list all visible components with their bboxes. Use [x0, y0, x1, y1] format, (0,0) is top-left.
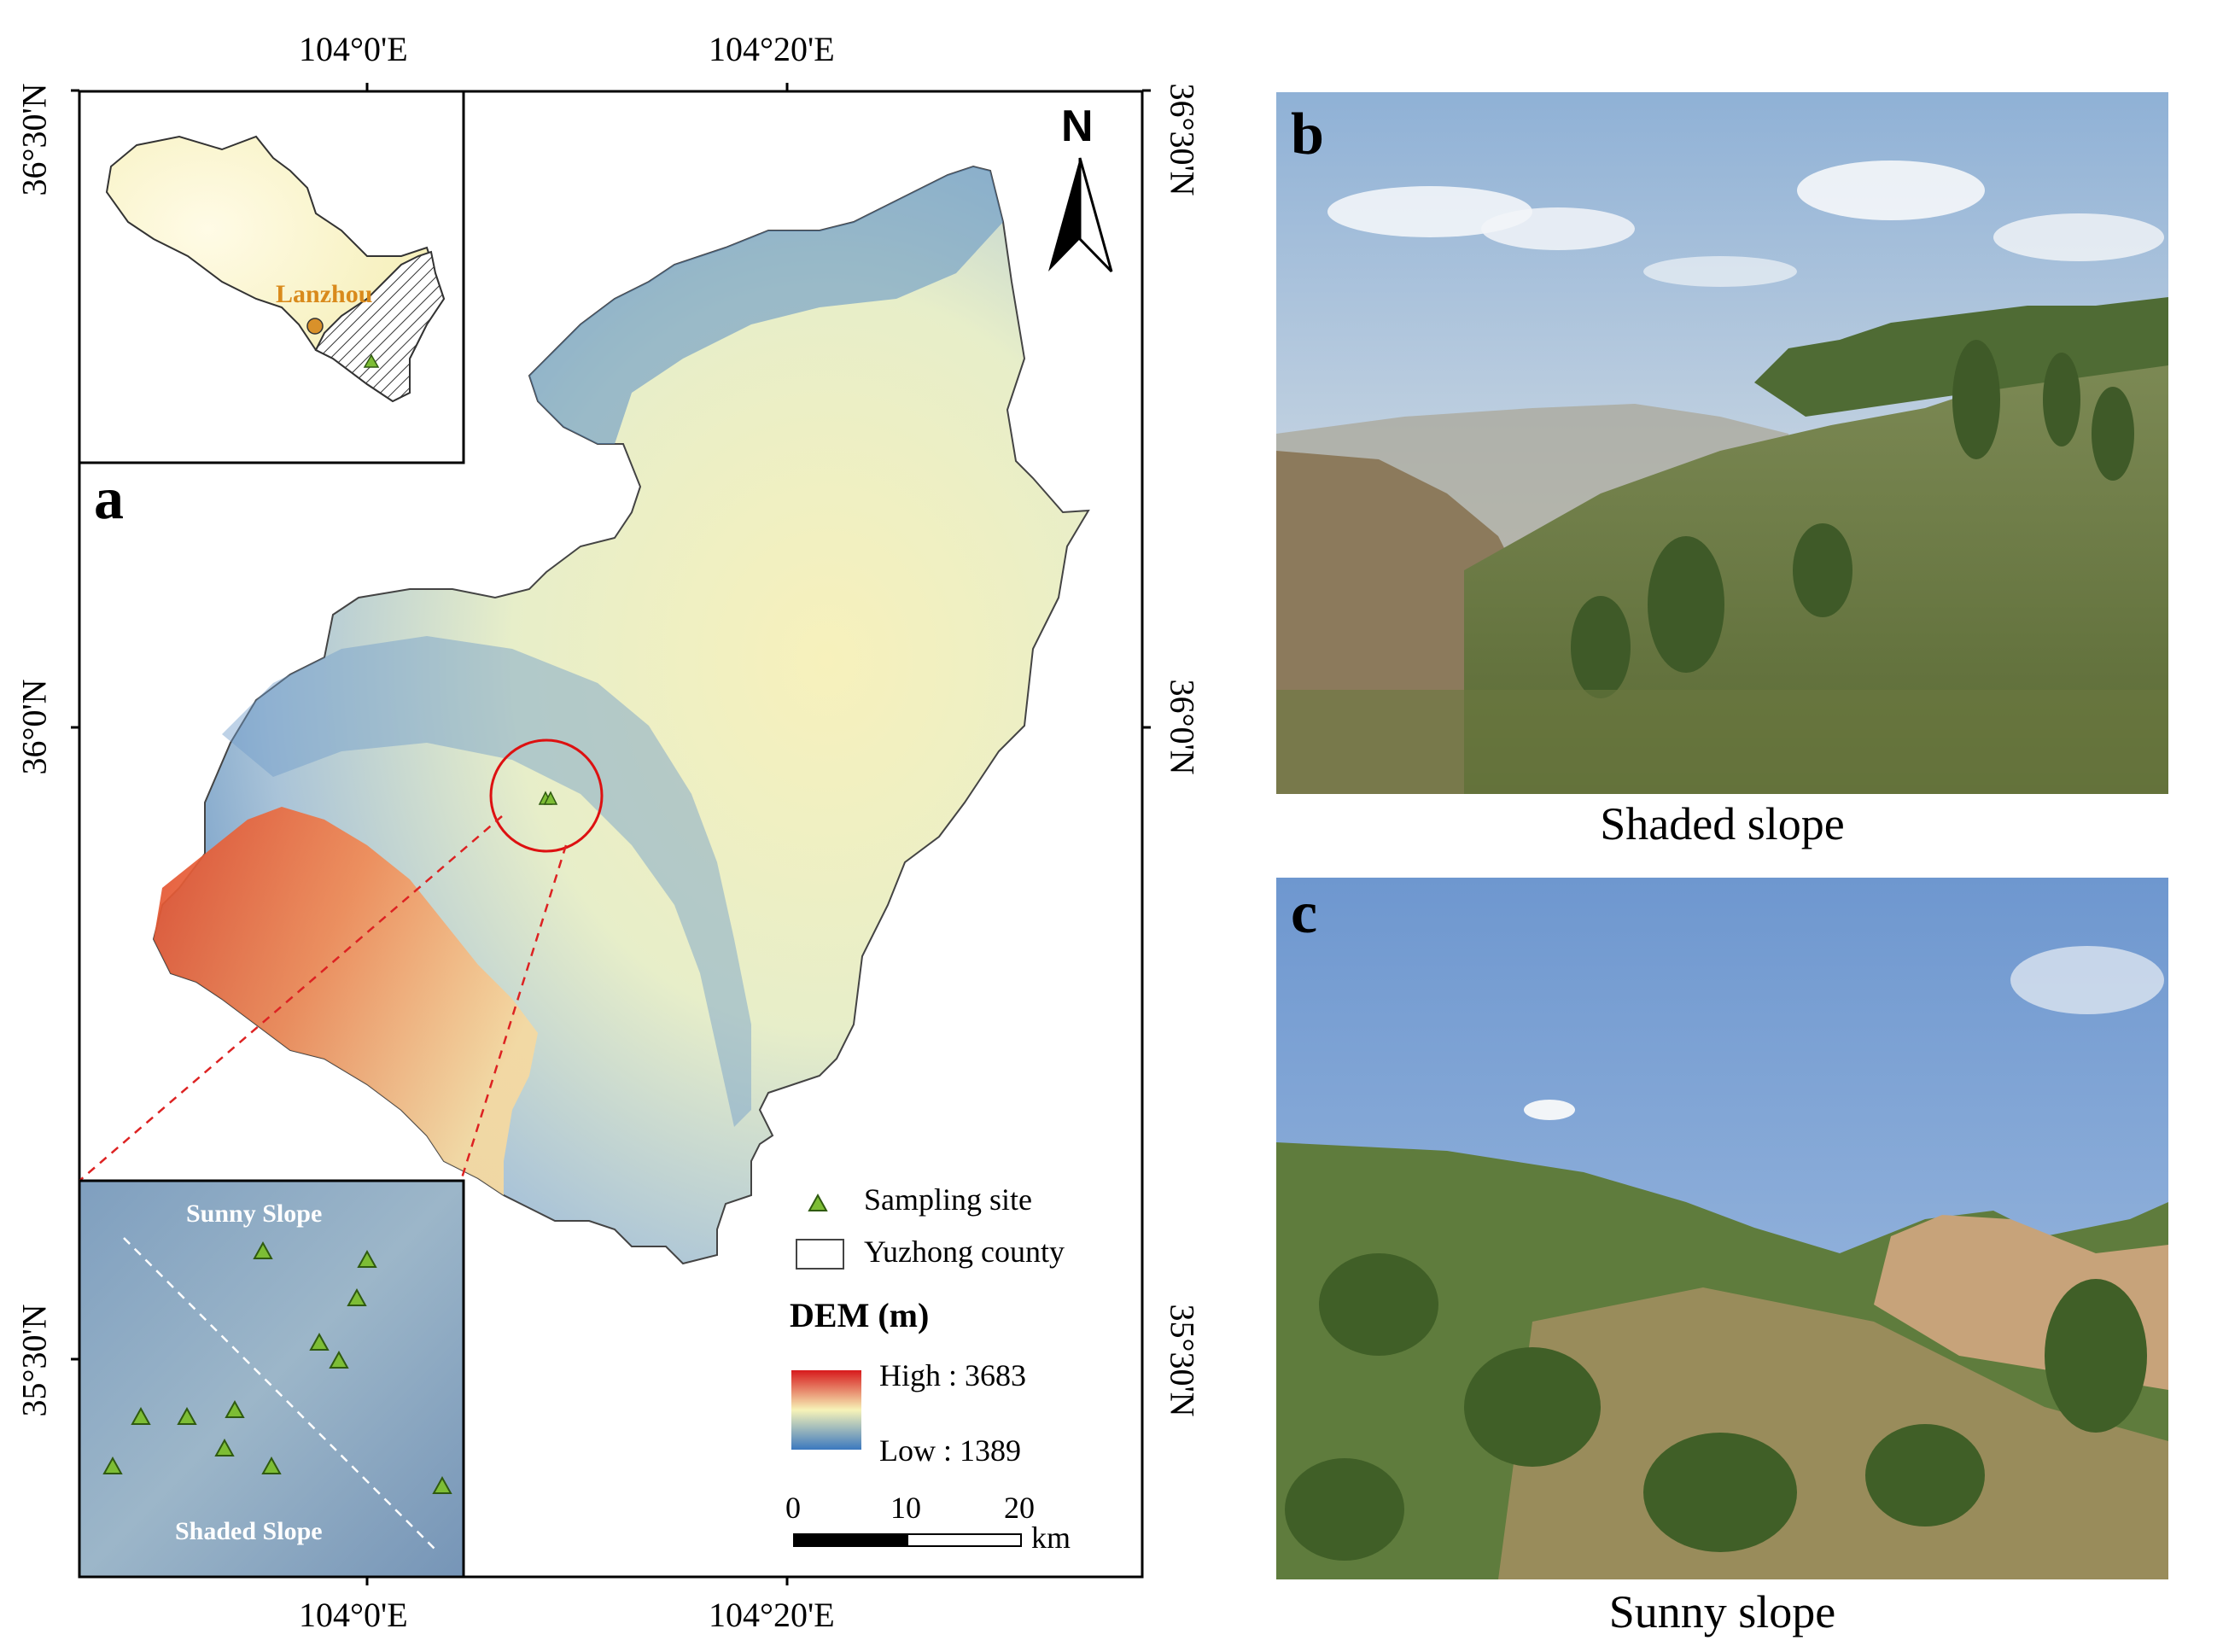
sampling-area-circle [489, 738, 604, 853]
legend-dem-title: DEM (m) [790, 1296, 930, 1334]
yuzhong-hatched [314, 250, 446, 403]
legend-sampling-icon [808, 1193, 828, 1211]
map-panel: 104°0'E 104°20'E 104°0'E 104°20'E 36°30'… [15, 30, 1202, 1634]
north-label: N [1061, 102, 1094, 151]
panel-label-a: a [94, 466, 124, 532]
slope-divider [123, 1237, 436, 1550]
leader-line-left [79, 815, 503, 1182]
legend-yuzhong-label: Yuzhong county [864, 1235, 1065, 1269]
bottom-lon-label-2: 104°20'E [709, 1596, 835, 1634]
bottom-lon-label-1: 104°0'E [299, 1596, 408, 1634]
high-elevation-band [154, 807, 538, 1195]
scale-bar-white [907, 1533, 1022, 1547]
panel-label-c: c [1291, 880, 1318, 946]
low-elevation-north [529, 166, 1003, 444]
legend-yuzhong-swatch [796, 1239, 844, 1270]
legend-sampling-label: Sampling site [864, 1182, 1032, 1217]
top-lon-label-2: 104°20'E [709, 30, 835, 68]
scale-bar-black [793, 1533, 908, 1547]
leader-line-right [459, 844, 568, 1182]
top-lon-label-1: 104°0'E [299, 30, 408, 68]
scale-label-10: 10 [890, 1491, 921, 1525]
legend-dem-ramp [791, 1370, 861, 1450]
map-svg [71, 83, 1151, 1585]
lanzhou-city-marker [306, 318, 324, 335]
shaded-slope-label: Shaded Slope [175, 1517, 323, 1545]
scale-label-0: 0 [785, 1491, 801, 1525]
detail-inset-frame [78, 1179, 465, 1579]
photo-c [1276, 878, 2168, 1579]
detail-sampling-markers [102, 1240, 452, 1494]
north-arrow-icon [1048, 157, 1113, 273]
map-frame [78, 90, 1144, 1579]
scale-unit: km [1031, 1521, 1071, 1555]
panel-label-b: b [1291, 102, 1324, 167]
caption-b: Shaded slope [1600, 798, 1845, 849]
photo-c-scene [1276, 878, 2168, 1579]
legend-low-label: Low : 1389 [879, 1433, 1021, 1468]
valley-band [222, 636, 751, 1127]
sunny-slope-label: Sunny Slope [186, 1200, 323, 1228]
photo-b [1276, 92, 2168, 794]
caption-c: Sunny slope [1608, 1586, 1836, 1637]
photo-b-scene [1276, 92, 2168, 794]
scale-label-20: 20 [1004, 1491, 1035, 1525]
legend-high-label: High : 3683 [879, 1358, 1027, 1392]
inset-sampling-marker [363, 353, 380, 368]
lanzhou-label: Lanzhou [276, 280, 373, 308]
